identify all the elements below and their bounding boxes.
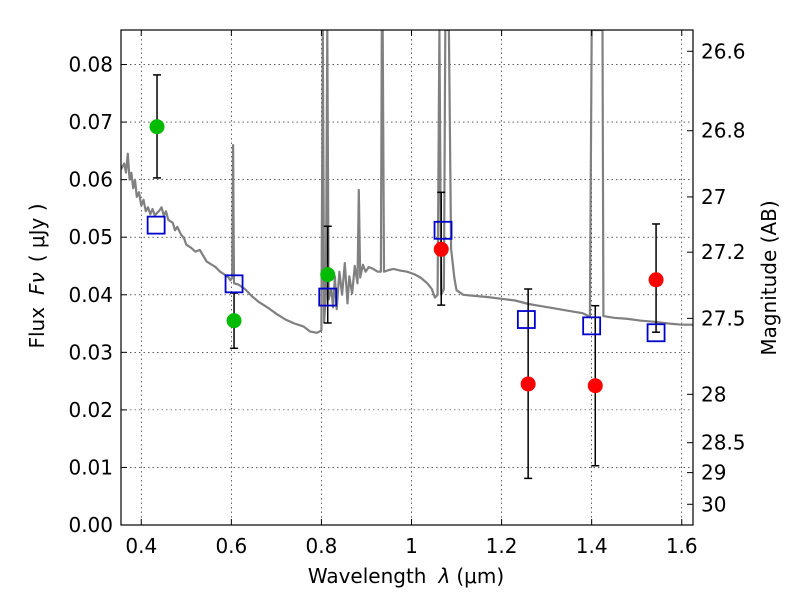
model-square-marker (224, 274, 244, 294)
grid-lines (121, 30, 693, 526)
mag-tick-label: 26.8 (701, 119, 746, 143)
x-tick-label: 1 (405, 534, 418, 558)
y-ticks: 0.00 0.01 0.02 0.03 0.04 0.05 0.06 0.07 0.08 (68, 53, 127, 537)
x-tick-label: 0.8 (306, 534, 338, 558)
mag-tick-label: 29 (701, 461, 726, 485)
y-tick-label: 0.06 (68, 168, 113, 192)
y-tick-label: 0.08 (68, 53, 113, 77)
model-square-marker (516, 310, 536, 329)
y-tick-label: 0.07 (68, 110, 113, 134)
observed-point-marker (149, 119, 165, 135)
x-ticks: 0.4 0.6 0.8 1 1.2 1.4 1.6 (125, 30, 698, 558)
y-tick-label: 0.01 (68, 455, 113, 479)
x-tick-label: 1.6 (666, 534, 698, 558)
model-square-marker (433, 220, 453, 240)
y-tick-label: 0.02 (68, 398, 113, 422)
model-square-marker (646, 323, 666, 343)
x-tick-label: 0.6 (215, 534, 247, 558)
mag-tick-label: 27.2 (701, 240, 746, 264)
mag-tick-label: 30 (701, 492, 726, 516)
y-tick-label: 0.03 (68, 340, 113, 364)
observed-point-marker (648, 272, 664, 288)
mag-tick-label: 27.5 (701, 306, 746, 330)
model-spectrum (121, 30, 693, 334)
spectrum-line (121, 30, 693, 334)
observed-point-marker (433, 241, 449, 257)
plot-frame (120, 29, 694, 526)
y-tick-label: 0.04 (68, 283, 113, 307)
observed-point-marker (587, 378, 603, 394)
observed-point-marker (226, 313, 242, 329)
mag-tick-label: 28.5 (701, 431, 746, 455)
x-tick-label: 0.4 (125, 534, 157, 558)
model-square-marker (146, 215, 166, 235)
model-square-marker (318, 287, 338, 307)
mag-tick-label: 26.6 (701, 39, 746, 63)
observed-point-marker (520, 376, 536, 392)
x-tick-label: 1.2 (486, 534, 518, 558)
y2-axis-label: Magnitude (AB) (757, 200, 781, 355)
x-tick-label: 1.4 (576, 534, 608, 558)
mag-tick-label: 28 (701, 382, 726, 406)
data-markers (146, 119, 666, 394)
y-axis-label: FluxFν( μJy ) (25, 203, 49, 348)
x-axis-label: Wavelength λ (μm) (308, 564, 504, 588)
magnitude-ticks: 26.6 26.8 27 27.2 27.5 28 28.5 29 30 (687, 39, 746, 516)
model-square-marker (582, 316, 602, 336)
y-tick-label: 0.00 (68, 513, 113, 537)
mag-tick-label: 27 (701, 185, 726, 209)
y-tick-label: 0.05 (68, 225, 113, 249)
observed-point-marker (320, 267, 336, 283)
